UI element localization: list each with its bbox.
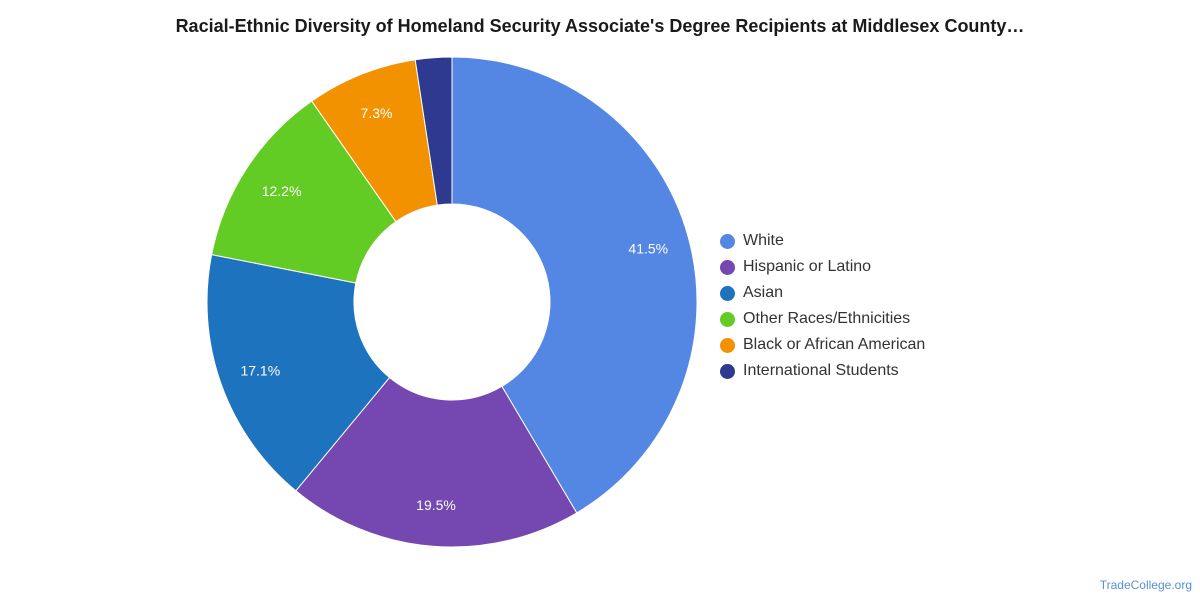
slice-label-group: 41.5% 19.5% 17.1% 12.2% 7.3% [240,105,668,513]
legend-swatch-icon [720,363,735,379]
source-credit[interactable]: TradeCollege.org [1099,578,1192,592]
legend-item[interactable]: Hispanic or Latino [720,254,925,280]
slice-asian[interactable] [206,253,391,492]
legend-label: White [743,232,784,249]
slice-hispanic-or-latino[interactable] [295,376,578,548]
slice-value-label: 12.2% [262,183,302,199]
legend-item[interactable]: White [720,228,925,254]
slice-white[interactable] [451,56,698,514]
legend-swatch-icon [720,259,735,275]
slice-other-races-ethnicities[interactable] [211,100,397,284]
legend-label: International Students [743,362,899,379]
legend-swatch-icon [720,311,735,327]
slice-international-students[interactable] [414,56,453,206]
legend: White Hispanic or Latino Asian Other Races/… [720,228,925,384]
slice-group [206,56,698,548]
slice-value-label: 17.1% [240,362,280,378]
legend-item[interactable]: Asian [720,280,925,306]
slice-value-label: 41.5% [628,240,668,256]
legend-label: Hispanic or Latino [743,258,872,275]
legend-swatch-icon [720,285,735,301]
legend-item[interactable]: International Students [720,358,925,384]
legend-label: Black or African American [743,336,926,353]
legend-swatch-icon [720,337,735,353]
legend-item[interactable]: Other Races/Ethnicities [720,306,925,332]
slice-value-label: 7.3% [361,105,393,121]
legend-label: Asian [743,284,784,301]
legend-item[interactable]: Black or African American [720,332,925,358]
chart-title: Racial-Ethnic Diversity of Homeland Secu… [175,16,1025,36]
legend-swatch-icon [720,233,735,249]
slice-value-label: 19.5% [416,497,456,513]
legend-label: Other Races/Ethnicities [743,310,911,327]
